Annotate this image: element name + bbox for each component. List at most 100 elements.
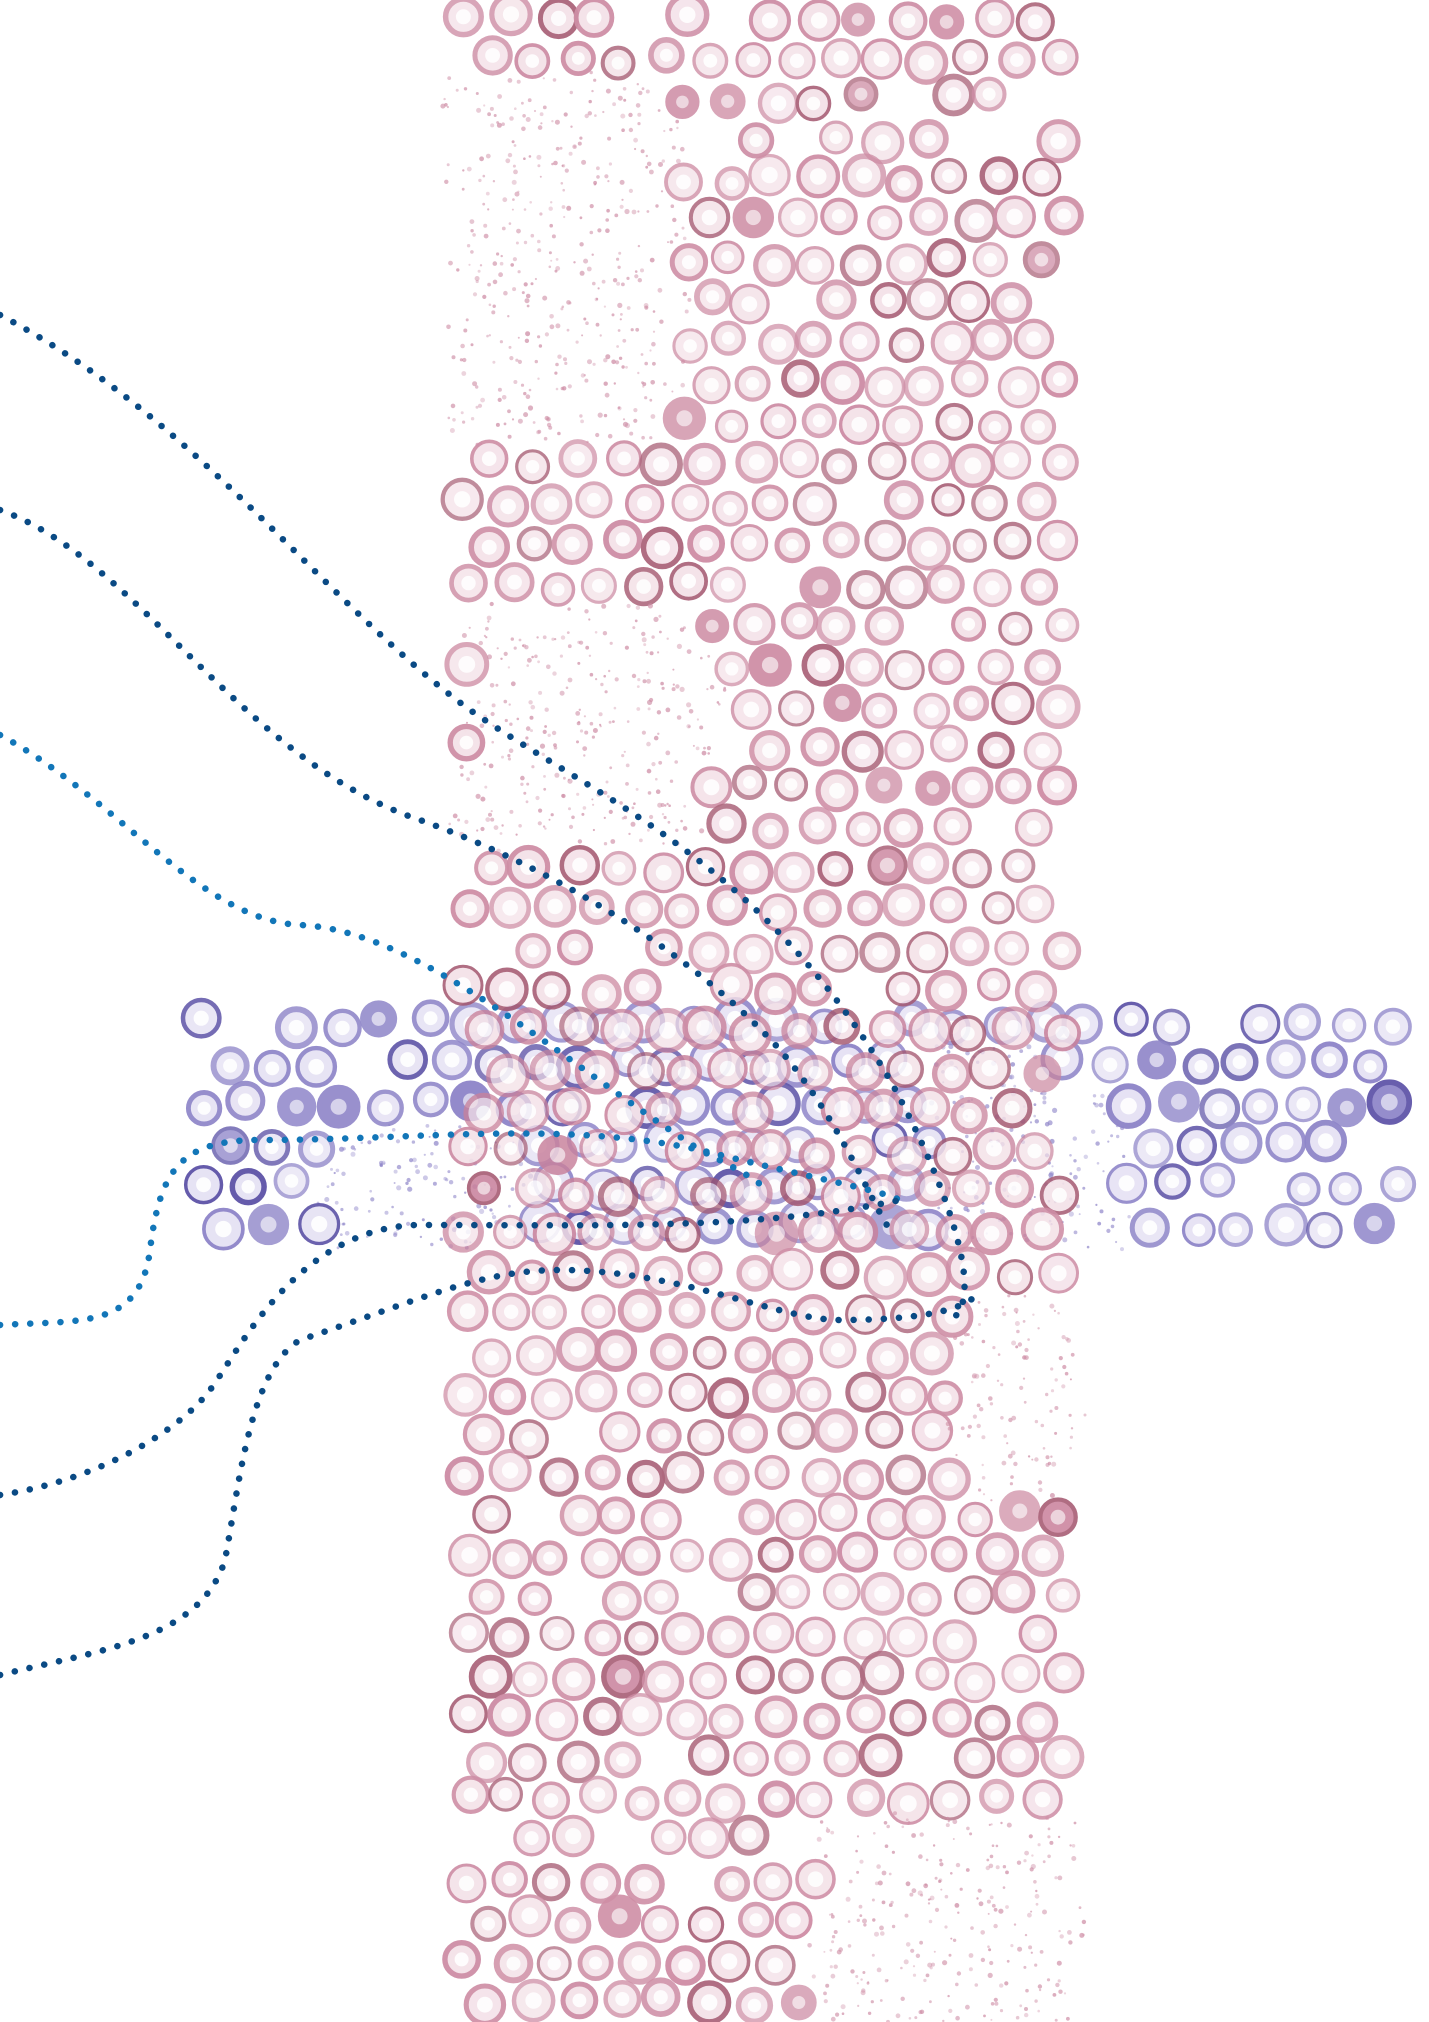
pink-strip-speckle: [927, 1962, 933, 1968]
violet-strip-speckle: [344, 1231, 350, 1236]
pink-strip-cell-lumen: [922, 1099, 938, 1115]
pink-strip-speckle: [876, 1967, 882, 1973]
pink-strip-cell-lumen: [832, 459, 846, 473]
pink-strip-speckle: [988, 1948, 992, 1952]
pink-strip-speckle: [987, 1945, 990, 1948]
pink-strip-cell-lumen: [477, 1181, 491, 1195]
pink-strip-speckle: [568, 824, 574, 830]
pink-strip-speckle: [1023, 1859, 1027, 1863]
pink-strip-cell-lumen: [547, 898, 563, 915]
pink-strip-speckle: [649, 257, 655, 263]
pink-strip-speckle: [1069, 1446, 1072, 1450]
pink-strip-speckle: [546, 664, 551, 670]
violet-strip-speckle: [447, 1170, 451, 1174]
pink-strip-speckle: [475, 405, 479, 409]
violet-strip-speckle: [491, 1212, 494, 1215]
pink-strip-speckle: [526, 304, 530, 308]
pink-strip-speckle: [904, 1913, 909, 1918]
pink-strip-speckle: [579, 242, 584, 247]
pink-strip-speckle: [991, 1903, 996, 1908]
pink-strip-cell-lumen: [743, 1185, 759, 1202]
pink-strip-speckle: [462, 169, 465, 172]
pink-strip-speckle: [952, 1838, 955, 1840]
pink-strip-speckle: [829, 1965, 833, 1969]
pink-strip-cell-lumen: [698, 1430, 713, 1445]
pink-strip-cell-lumen: [876, 1101, 891, 1116]
pink-strip-speckle: [553, 743, 557, 747]
pink-strip-speckle: [823, 1950, 826, 1953]
pink-strip-speckle: [595, 432, 600, 438]
pink-strip-speckle: [614, 213, 619, 218]
pink-strip-cell-lumen: [635, 980, 650, 995]
pink-strip-speckle: [451, 355, 456, 360]
pink-strip-speckle: [671, 390, 674, 393]
pink-strip-speckle: [873, 1832, 876, 1835]
pink-strip-speckle: [577, 661, 581, 665]
pink-strip-speckle: [539, 112, 544, 117]
pink-strip-speckle: [557, 431, 561, 436]
pink-strip-speckle: [1030, 1951, 1033, 1954]
pink-strip-cell-lumen: [810, 1149, 824, 1163]
pink-strip-cell-lumen: [919, 291, 936, 308]
pink-strip-speckle: [825, 1828, 831, 1833]
pink-strip-speckle: [561, 793, 566, 799]
pink-strip-speckle: [893, 1811, 897, 1816]
pink-strip-speckle: [461, 371, 467, 376]
pink-strip-speckle: [1013, 1461, 1018, 1467]
pink-strip-speckle: [593, 180, 597, 185]
pink-strip-cell-lumen: [728, 1142, 741, 1155]
pink-strip-speckle: [566, 300, 571, 305]
pink-strip-speckle: [514, 107, 517, 110]
pink-strip-speckle: [567, 778, 573, 784]
pink-strip-speckle: [1034, 1999, 1038, 2003]
violet-strip-speckle: [393, 1182, 396, 1184]
pink-strip-speckle: [1024, 1933, 1028, 1937]
pink-strip-cell-lumen: [944, 1066, 959, 1081]
pink-strip-cell-lumen: [748, 1266, 762, 1280]
violet-strip-speckle: [360, 1141, 364, 1145]
pink-strip-speckle: [498, 272, 503, 278]
pink-strip-cell-lumen: [1008, 1270, 1022, 1285]
pink-strip-speckle: [549, 223, 553, 228]
pink-strip-speckle: [618, 356, 623, 360]
pink-strip-speckle: [582, 746, 588, 751]
pink-strip-cell-lumen: [807, 1792, 821, 1807]
pink-strip-speckle: [1056, 1960, 1062, 1966]
pink-strip-speckle: [460, 773, 464, 777]
pink-strip-speckle: [528, 155, 532, 158]
pink-strip-speckle: [646, 768, 652, 774]
pink-strip-speckle: [707, 654, 711, 658]
violet-strip-speckle: [333, 1171, 336, 1175]
violet-strip-cell-lumen: [1233, 1135, 1250, 1151]
violet-strip-cell-lumen: [378, 1101, 393, 1115]
pink-strip-speckle: [559, 146, 563, 150]
pink-strip-speckle: [489, 601, 494, 607]
pink-strip-cell-lumen: [895, 897, 912, 913]
pink-strip-speckle: [1016, 1860, 1022, 1865]
pink-strip-speckle: [939, 1862, 944, 1867]
pink-strip-cell-lumen: [807, 1871, 824, 1887]
pink-strip-speckle: [675, 684, 680, 689]
pink-strip-speckle: [549, 324, 555, 330]
pink-strip-speckle: [507, 78, 513, 83]
pink-strip-cell-lumen: [991, 168, 1006, 183]
pink-strip-speckle: [592, 828, 596, 832]
pink-strip-speckle: [516, 717, 520, 721]
pink-strip-cell-lumen: [945, 87, 962, 103]
pink-strip-speckle: [492, 360, 496, 364]
pink-strip-speckle: [583, 374, 586, 377]
pink-strip-speckle: [486, 615, 492, 621]
pink-strip-speckle: [538, 690, 543, 695]
pink-strip-cell-lumen: [815, 1714, 829, 1728]
pink-strip-cell-lumen: [942, 169, 956, 183]
pink-strip-speckle: [664, 804, 667, 807]
pink-strip-cell-lumen: [945, 819, 960, 834]
violet-strip-speckle: [1008, 1075, 1013, 1080]
pink-strip-speckle: [624, 645, 630, 650]
pink-strip-speckle: [651, 635, 655, 639]
pink-strip-cell-lumen: [942, 1547, 956, 1561]
pink-strip-cell-lumen: [985, 580, 1000, 596]
pink-strip-cell-lumen: [750, 1510, 764, 1524]
pink-strip-cell-lumen: [1054, 1748, 1071, 1766]
pink-strip-speckle: [974, 1373, 980, 1379]
